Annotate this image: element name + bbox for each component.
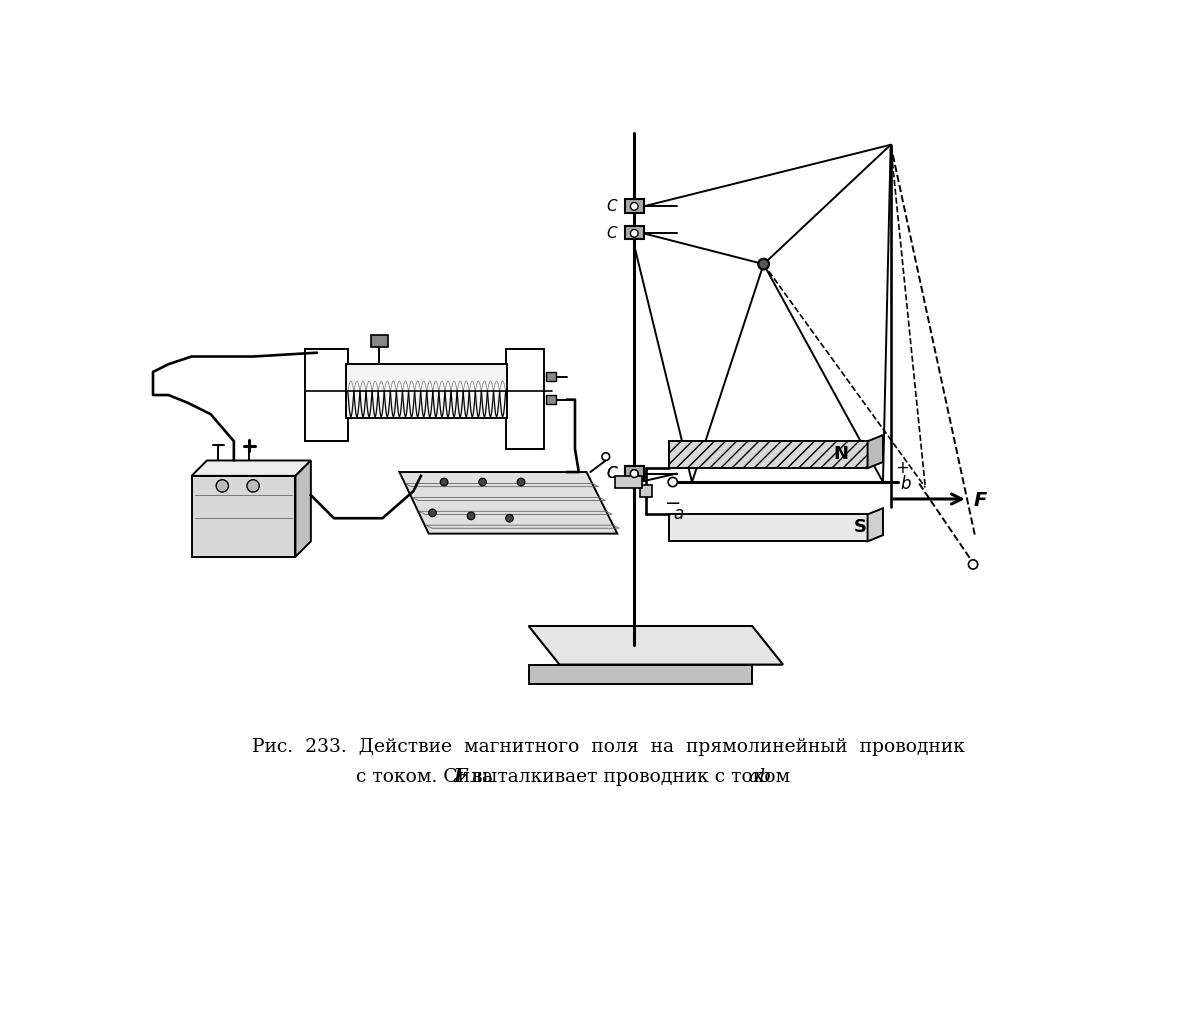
Text: F: F [974, 491, 987, 510]
Circle shape [968, 560, 978, 569]
Text: C: C [607, 199, 618, 214]
Circle shape [441, 479, 448, 486]
Polygon shape [529, 664, 752, 683]
Text: F: F [454, 769, 467, 787]
Text: −: − [664, 494, 681, 513]
Bar [346, 364, 507, 418]
Text: S: S [853, 518, 866, 536]
Text: a: a [674, 505, 683, 523]
Bar [625, 226, 644, 239]
Polygon shape [191, 460, 311, 476]
Bar [545, 372, 556, 381]
Text: N: N [833, 445, 848, 463]
Circle shape [506, 514, 513, 522]
Circle shape [631, 229, 638, 237]
Circle shape [216, 480, 228, 492]
Polygon shape [529, 626, 783, 664]
Polygon shape [867, 508, 883, 541]
Text: +: + [896, 459, 909, 478]
Polygon shape [529, 626, 783, 664]
Circle shape [668, 478, 677, 487]
Circle shape [758, 259, 769, 270]
Text: выталкивает проводник с током: выталкивает проводник с током [466, 769, 796, 787]
Text: Рис.  233.  Действие  магнитного  поля  на  прямолинейный  проводник: Рис. 233. Действие магнитного поля на пр… [252, 737, 966, 755]
Text: C: C [607, 466, 618, 481]
Bar [625, 465, 644, 480]
Polygon shape [867, 435, 883, 468]
Text: b: b [901, 475, 911, 493]
Circle shape [247, 480, 259, 492]
Text: C: C [607, 226, 618, 241]
Circle shape [631, 469, 638, 478]
Text: ab: ab [748, 769, 771, 787]
Bar [371, 335, 387, 347]
Circle shape [631, 203, 638, 210]
Bar [669, 441, 867, 468]
Polygon shape [296, 460, 311, 557]
Text: с током. Сила: с током. Сила [355, 769, 499, 787]
Circle shape [602, 453, 609, 460]
Circle shape [631, 469, 638, 478]
Bar [545, 395, 556, 405]
Bar [615, 476, 642, 488]
Bar [625, 199, 644, 213]
Polygon shape [399, 473, 618, 533]
Bar [625, 465, 644, 480]
Bar [669, 514, 867, 541]
Circle shape [429, 509, 436, 517]
Bar [639, 485, 652, 498]
Circle shape [479, 479, 486, 486]
Text: C: C [607, 466, 618, 481]
Circle shape [467, 512, 475, 520]
Circle shape [517, 479, 525, 486]
Polygon shape [191, 476, 296, 557]
